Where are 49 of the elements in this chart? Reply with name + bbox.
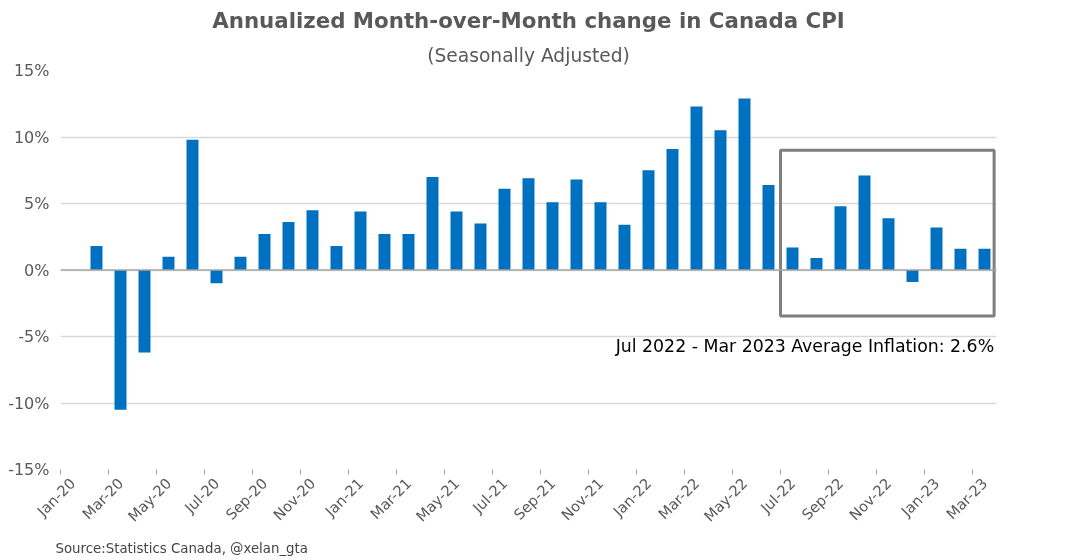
bar xyxy=(546,202,559,270)
bar xyxy=(474,223,487,270)
bar xyxy=(426,176,439,270)
bar xyxy=(858,175,871,270)
bar xyxy=(810,258,823,270)
bar xyxy=(186,139,199,270)
annotation: Jul 2022 - Mar 2023 Average Inflation: 2.6% xyxy=(614,336,995,357)
bar xyxy=(450,211,463,270)
bar xyxy=(522,178,535,270)
bar xyxy=(834,206,847,270)
bar xyxy=(570,179,583,270)
bar xyxy=(234,256,247,270)
bar xyxy=(378,234,391,270)
bar xyxy=(258,234,271,270)
bar xyxy=(402,234,415,270)
bar xyxy=(690,106,703,270)
bar xyxy=(906,270,919,282)
y-tick-label: -5% xyxy=(18,327,50,346)
bar xyxy=(978,248,991,270)
y-tick-label: 10% xyxy=(13,127,50,147)
bar xyxy=(354,211,367,270)
y-tick-label: 5% xyxy=(24,194,50,213)
bar xyxy=(306,210,319,270)
bar xyxy=(282,222,295,270)
chart-title: Annualized Month-over-Month change in Canada CPI xyxy=(212,7,845,33)
bar xyxy=(90,246,103,270)
bar xyxy=(882,218,895,270)
bar xyxy=(762,184,775,270)
bar xyxy=(954,248,967,270)
bar xyxy=(642,170,655,270)
y-tick-label: 15% xyxy=(13,61,50,80)
bar xyxy=(114,270,127,410)
bar xyxy=(714,130,727,270)
bar xyxy=(618,224,631,270)
bar xyxy=(786,247,799,270)
chart-subtitle: (Seasonally Adjusted) xyxy=(427,44,630,66)
bar xyxy=(738,98,751,270)
bar xyxy=(210,270,223,284)
y-tick-label: 0% xyxy=(24,260,50,280)
y-tick-label: -15% xyxy=(8,460,50,479)
bar xyxy=(162,256,175,270)
bar xyxy=(666,148,679,270)
y-tick-label: -10% xyxy=(8,393,50,413)
bar xyxy=(138,270,151,353)
bar xyxy=(330,246,343,270)
bar xyxy=(930,227,943,270)
bar xyxy=(594,202,607,270)
source-note: Source:Statistics Canada, @xelan_gta xyxy=(55,540,308,556)
bar xyxy=(498,188,511,270)
